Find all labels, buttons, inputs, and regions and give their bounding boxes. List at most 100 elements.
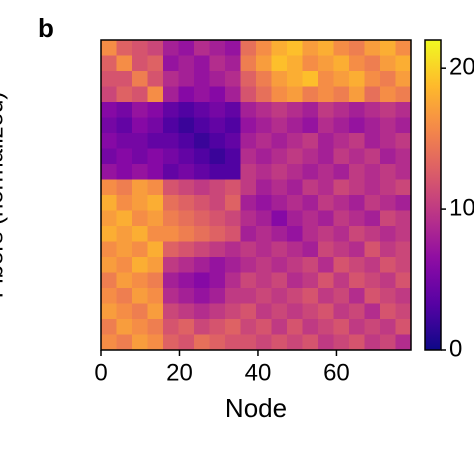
heatmap-cell bbox=[333, 133, 350, 149]
heatmap-cell bbox=[101, 86, 117, 103]
heatmap-cell bbox=[302, 303, 319, 320]
heatmap-cell bbox=[240, 86, 257, 103]
heatmap-cell bbox=[194, 71, 210, 87]
heatmap-cell bbox=[364, 86, 381, 103]
heatmap-cell bbox=[178, 179, 195, 196]
heatmap-cell bbox=[318, 241, 334, 258]
heatmap-cell bbox=[116, 40, 133, 56]
heatmap-cell bbox=[147, 40, 164, 56]
heatmap-cell bbox=[225, 272, 241, 289]
heatmap-cell bbox=[163, 71, 179, 87]
heatmap-cell bbox=[302, 288, 319, 304]
heatmap-cell bbox=[101, 210, 117, 227]
heatmap-cell bbox=[380, 164, 396, 180]
heatmap-cell bbox=[395, 117, 412, 134]
heatmap-cell bbox=[209, 179, 226, 196]
heatmap-cell bbox=[287, 133, 303, 149]
heatmap-cell bbox=[116, 102, 133, 118]
heatmap-cell bbox=[364, 40, 381, 56]
heatmap-cell bbox=[240, 226, 257, 242]
heatmap-cell bbox=[302, 148, 319, 165]
heatmap-cell bbox=[101, 102, 117, 118]
heatmap-cell bbox=[163, 257, 179, 273]
heatmap-cell bbox=[101, 40, 117, 56]
heatmap-cell bbox=[209, 71, 226, 87]
heatmap-cell bbox=[225, 40, 241, 56]
heatmap-cell bbox=[256, 272, 272, 289]
heatmap-cell bbox=[225, 241, 241, 258]
heatmap-cell bbox=[163, 210, 179, 227]
heatmap-cell bbox=[194, 195, 210, 211]
heatmap-cell bbox=[116, 71, 133, 87]
heatmap-cell bbox=[271, 210, 288, 227]
heatmap-cell bbox=[318, 71, 334, 87]
heatmap-cell bbox=[395, 40, 412, 56]
heatmap-cell bbox=[364, 148, 381, 165]
heatmap-cell bbox=[178, 226, 195, 242]
heatmap-cell bbox=[147, 71, 164, 87]
heatmap-cell bbox=[225, 55, 241, 72]
x-tick-label: 20 bbox=[166, 359, 193, 386]
heatmap-cell bbox=[194, 257, 210, 273]
heatmap-cell bbox=[349, 303, 365, 320]
heatmap-cell bbox=[256, 257, 272, 273]
heatmap-cell bbox=[333, 303, 350, 320]
heatmap-cell bbox=[380, 117, 396, 134]
heatmap-cell bbox=[395, 288, 412, 304]
heatmap-cell bbox=[271, 40, 288, 56]
heatmap-cell bbox=[349, 210, 365, 227]
heatmap-cell bbox=[395, 71, 412, 87]
heatmap-cell bbox=[287, 288, 303, 304]
heatmap-cell bbox=[147, 179, 164, 196]
heatmap-cell bbox=[225, 210, 241, 227]
heatmap-cell bbox=[132, 102, 148, 118]
heatmap-cell bbox=[256, 133, 272, 149]
heatmap-cell bbox=[178, 55, 195, 72]
heatmap-cell bbox=[318, 117, 334, 134]
heatmap-cell bbox=[256, 71, 272, 87]
heatmap-cell bbox=[240, 257, 257, 273]
heatmap-cell bbox=[132, 272, 148, 289]
heatmap-cell bbox=[163, 288, 179, 304]
heatmap-cell bbox=[178, 241, 195, 258]
heatmap-cell bbox=[147, 195, 164, 211]
heatmap-cell bbox=[349, 272, 365, 289]
heatmap-cell bbox=[116, 319, 133, 335]
heatmap-cell bbox=[318, 55, 334, 72]
heatmap-cell bbox=[318, 179, 334, 196]
heatmap-cell bbox=[209, 195, 226, 211]
heatmap-cell bbox=[163, 40, 179, 56]
heatmap-cell bbox=[178, 164, 195, 180]
heatmap-cell bbox=[349, 179, 365, 196]
heatmap-cell bbox=[194, 164, 210, 180]
heatmap-cell bbox=[194, 288, 210, 304]
heatmap-cell bbox=[333, 257, 350, 273]
heatmap-cell bbox=[225, 71, 241, 87]
heatmap-cell bbox=[302, 117, 319, 134]
heatmap-cell bbox=[194, 210, 210, 227]
heatmap-cell bbox=[318, 272, 334, 289]
heatmap-cell bbox=[302, 257, 319, 273]
heatmap-cell bbox=[163, 148, 179, 165]
heatmap-cell bbox=[380, 319, 396, 335]
heatmap-cell bbox=[116, 226, 133, 242]
heatmap-cell bbox=[256, 55, 272, 72]
heatmap-cell bbox=[271, 195, 288, 211]
heatmap-cell bbox=[256, 334, 272, 351]
heatmap-cell bbox=[240, 133, 257, 149]
heatmap-cell bbox=[364, 117, 381, 134]
heatmap-cell bbox=[209, 148, 226, 165]
heatmap-cell bbox=[209, 133, 226, 149]
heatmap-cell bbox=[380, 210, 396, 227]
plot-frame bbox=[100, 39, 412, 351]
heatmap-cell bbox=[380, 179, 396, 196]
heatmap-cell bbox=[178, 71, 195, 87]
heatmap-cell bbox=[395, 55, 412, 72]
x-tick-label: 60 bbox=[323, 359, 350, 386]
heatmap-cell bbox=[101, 133, 117, 149]
heatmap-cell bbox=[116, 148, 133, 165]
heatmap-cell bbox=[209, 55, 226, 72]
heatmap-cell bbox=[256, 319, 272, 335]
heatmap-cell bbox=[132, 226, 148, 242]
heatmap-cell bbox=[364, 334, 381, 351]
